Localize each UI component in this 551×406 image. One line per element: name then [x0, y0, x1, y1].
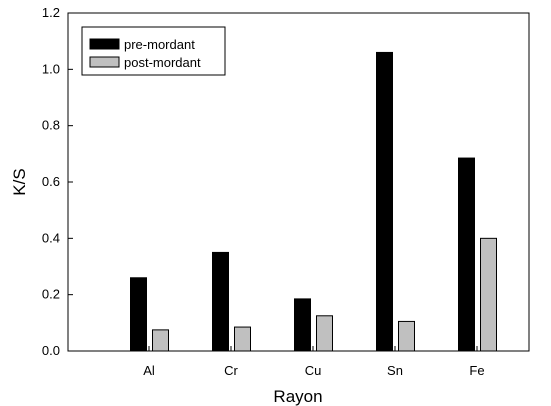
- y-tick-label: 1.2: [42, 5, 60, 20]
- x-ticks: Al Cr Cu Sn Fe: [143, 346, 485, 378]
- legend-label-pre-mordant: pre-mordant: [124, 37, 195, 52]
- y-tick-label: 0.8: [42, 118, 60, 133]
- y-tick-label: 0.4: [42, 230, 60, 245]
- x-tick-label: Cr: [224, 363, 238, 378]
- y-axis-label: K/S: [10, 168, 29, 195]
- y-tick-label: 0.6: [42, 174, 60, 189]
- x-tick-label: Cu: [305, 363, 322, 378]
- bar-pre-mordant-Al: [130, 277, 147, 352]
- y-tick-label: 1.0: [42, 61, 60, 76]
- bar-post-mordant-Al: [152, 329, 169, 352]
- bar-post-mordant-Cu: [316, 315, 333, 352]
- x-tick-label: Al: [143, 363, 155, 378]
- bar-pre-mordant-Fe: [458, 157, 475, 352]
- x-tick-label: Sn: [387, 363, 403, 378]
- y-tick-label: 0.0: [42, 343, 60, 358]
- y-ticks: 0.0 0.2 0.4 0.6 0.8 1.0 1.2: [42, 5, 73, 358]
- legend: pre-mordant post-mordant: [81, 26, 226, 76]
- bars-layer: [130, 51, 497, 352]
- legend-label-post-mordant: post-mordant: [124, 55, 201, 70]
- bar-pre-mordant-Cu: [294, 298, 311, 352]
- bar-post-mordant-Fe: [480, 237, 497, 352]
- bar-post-mordant-Sn: [398, 320, 415, 352]
- legend-swatch-post-mordant: [89, 56, 120, 68]
- x-tick-label: Fe: [469, 363, 484, 378]
- bar-post-mordant-Cr: [234, 326, 251, 352]
- bar-pre-mordant-Cr: [212, 251, 229, 352]
- bar-pre-mordant-Sn: [376, 51, 393, 352]
- x-axis-label: Rayon: [273, 387, 322, 406]
- legend-swatch-pre-mordant: [89, 38, 120, 50]
- y-tick-label: 0.2: [42, 287, 60, 302]
